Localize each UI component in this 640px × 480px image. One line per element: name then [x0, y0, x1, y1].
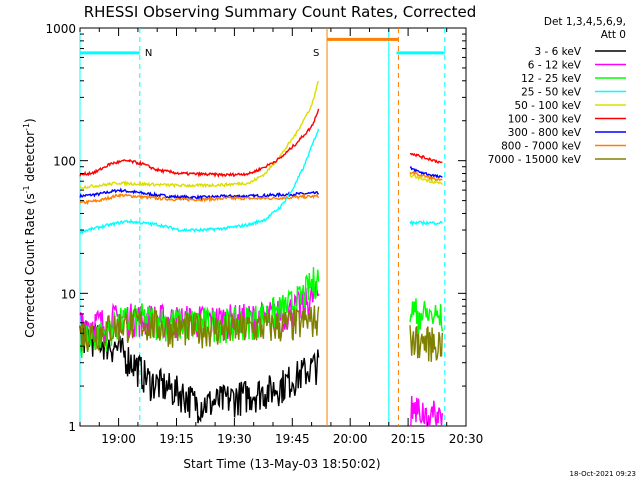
x-tick-label: 20:00	[333, 432, 368, 446]
legend-label: 3 - 6 keV	[534, 46, 581, 58]
x-tick-label: 19:00	[101, 432, 136, 446]
legend: Det 1,3,4,5,6,9, Att 0 3 - 6 keV 6 - 12 k…	[488, 16, 626, 166]
legend-label: 7000 - 15000 keV	[488, 154, 582, 166]
y-tick-label: 100	[53, 155, 76, 169]
series-line-post-gap	[409, 325, 443, 362]
series-line-post-gap	[409, 298, 443, 334]
y-tick-label: 10	[61, 287, 76, 301]
series-line	[80, 128, 320, 235]
x-tick-label: 20:15	[391, 432, 426, 446]
legend-label: 12 - 25 keV	[521, 73, 582, 85]
series-line-post-gap	[409, 395, 443, 427]
saa-label: S	[313, 48, 319, 59]
y-tick-label: 1	[68, 420, 76, 434]
legend-label: 800 - 7000 keV	[501, 141, 582, 153]
y-axis-label-main: Corrected Count Rate (s	[23, 193, 37, 337]
x-tick-label: 20:30	[449, 432, 484, 446]
y-axis-label-end: )	[23, 118, 37, 123]
y-axis-label-mid: detector	[23, 131, 37, 186]
series-line-post-gap	[409, 166, 443, 179]
x-tick-label: 19:30	[217, 432, 252, 446]
chart-title: RHESSI Observing Summary Count Rates, Co…	[84, 3, 477, 21]
series-line	[79, 187, 320, 201]
legend-label: 25 - 50 keV	[521, 87, 582, 99]
series-layer	[79, 80, 443, 427]
y-tick-label: 1000	[45, 22, 76, 36]
timestamp: 18-Oct-2021 09:23	[570, 470, 636, 478]
series-line-post-gap	[409, 219, 443, 226]
legend-label: 300 - 800 keV	[508, 127, 582, 139]
series-line-post-gap	[409, 170, 443, 182]
series-line	[79, 305, 320, 352]
x-tick-label: 19:15	[159, 432, 194, 446]
y-axis-label-exp1: -1	[22, 185, 31, 193]
series-line-post-gap	[409, 152, 443, 164]
x-tick-label: 19:45	[275, 432, 310, 446]
series-line	[79, 108, 320, 178]
night-label: N	[145, 48, 152, 59]
legend-header-line2: Att 0	[601, 29, 626, 41]
legend-header-line1: Det 1,3,4,5,6,9,	[544, 16, 626, 28]
series-line-post-gap	[409, 173, 443, 186]
legend-label: 6 - 12 keV	[528, 60, 582, 72]
legend-label: 50 - 100 keV	[514, 100, 581, 112]
axes: 19:00 19:15 19:30 19:45 20:00 20:15 20:30 1 10 10…	[45, 22, 483, 446]
legend-label: 100 - 300 keV	[508, 114, 582, 126]
series-line	[79, 193, 320, 206]
y-axis-label-exp2: -1	[22, 123, 31, 131]
x-axis-label: Start Time (13-May-03 18:50:02)	[183, 457, 380, 471]
y-axis-label: Corrected Count Rate (s-1 detector-1)	[22, 118, 37, 337]
